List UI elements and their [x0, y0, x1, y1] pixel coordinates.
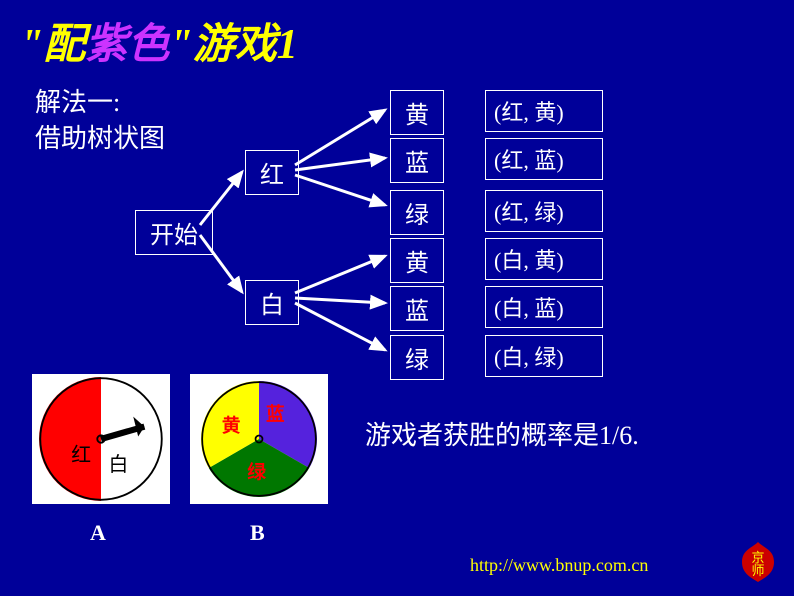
title-close-quote: "	[169, 22, 192, 68]
tree-result-2: (红, 绿)	[485, 190, 603, 232]
spinner-b-box: 黄 蓝 绿	[190, 374, 328, 504]
tree-result-3: (白, 黄)	[485, 238, 603, 280]
publisher-logo-icon: 京 师	[734, 538, 782, 586]
tree-level3-3: 黄	[390, 238, 444, 283]
tree-level3-0: 黄	[390, 90, 444, 135]
spinner-a-seg1-label: 白	[108, 454, 128, 476]
spinner-b-label: B	[250, 520, 265, 546]
tree-result-0: (红, 黄)	[485, 90, 603, 132]
spinner-b-svg: 黄 蓝 绿	[201, 381, 317, 497]
conclusion-text: 游戏者获胜的概率是1/6.	[365, 415, 639, 452]
tree-level2-0: 红	[245, 150, 299, 195]
svg-text:师: 师	[751, 563, 764, 578]
footer-url: http://www.bnup.com.cn	[470, 555, 648, 576]
tree-result-4: (白, 蓝)	[485, 286, 603, 328]
spinner-b-seg1-label: 蓝	[266, 403, 285, 425]
tree-level2-1: 白	[245, 280, 299, 325]
spinner-a-box: 红 白	[32, 374, 170, 504]
page-title: "配紫色"游戏1	[20, 10, 298, 71]
spinner-a-label: A	[90, 520, 106, 546]
subtitle-line1: 解法一:	[35, 85, 165, 121]
title-word1: 配	[43, 22, 85, 68]
tree-level3-5: 绿	[390, 335, 444, 380]
tree-root: 开始	[135, 210, 213, 255]
tree-level3-2: 绿	[390, 190, 444, 235]
title-word2: 游戏	[193, 22, 277, 68]
subtitle-line2: 借助树状图	[35, 121, 165, 157]
tree-level3-4: 蓝	[390, 286, 444, 331]
subtitle: 解法一: 借助树状图	[35, 85, 165, 158]
spinner-a-svg: 红 白	[39, 377, 163, 501]
title-num: 1	[277, 22, 298, 68]
tree-result-1: (红, 蓝)	[485, 138, 603, 180]
spinner-b-seg2-label: 绿	[247, 461, 266, 483]
spinner-b-seg0-label: 黄	[222, 415, 241, 437]
title-purple: 紫色	[85, 22, 169, 68]
spinner-a-seg0-label: 红	[71, 444, 91, 466]
title-open-quote: "	[20, 22, 43, 68]
tree-result-5: (白, 绿)	[485, 335, 603, 377]
tree-level3-1: 蓝	[390, 138, 444, 183]
